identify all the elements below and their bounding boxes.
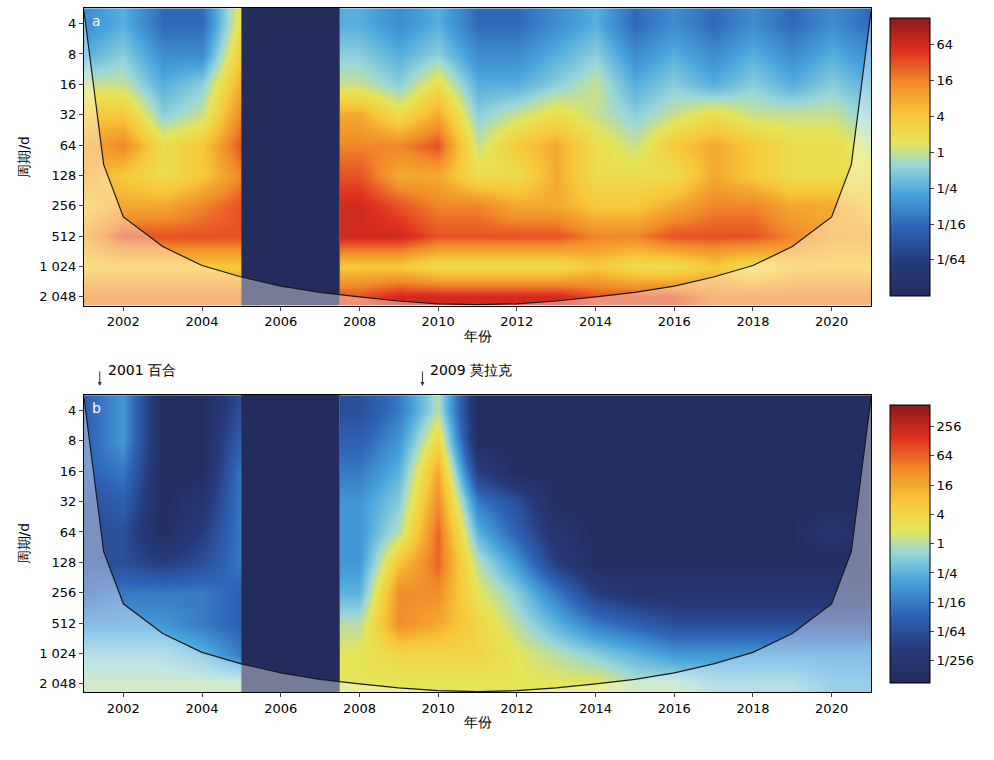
svg-text:2012: 2012 (500, 701, 533, 716)
svg-text:1/4: 1/4 (937, 565, 958, 580)
svg-text:1: 1 (937, 536, 945, 551)
svg-text:1/16: 1/16 (937, 595, 966, 610)
svg-text:周期/d: 周期/d (16, 136, 32, 178)
svg-text:2002: 2002 (107, 314, 140, 329)
svg-text:4: 4 (68, 403, 76, 418)
svg-text:2 048: 2 048 (39, 676, 76, 691)
svg-text:128: 128 (52, 555, 77, 570)
svg-text:2004: 2004 (186, 314, 219, 329)
svg-text:64: 64 (60, 524, 77, 539)
svg-text:128: 128 (52, 168, 77, 183)
svg-text:2001 百合: 2001 百合 (108, 362, 176, 378)
svg-text:256: 256 (52, 585, 77, 600)
svg-text:2014: 2014 (579, 701, 612, 716)
svg-text:2020: 2020 (815, 701, 848, 716)
svg-text:2010: 2010 (422, 701, 455, 716)
svg-text:2008: 2008 (343, 701, 376, 716)
svg-text:16: 16 (60, 77, 77, 92)
svg-text:16: 16 (60, 464, 77, 479)
svg-text:2018: 2018 (736, 314, 769, 329)
svg-text:4: 4 (937, 109, 945, 124)
svg-text:2016: 2016 (658, 314, 691, 329)
svg-text:16: 16 (937, 73, 954, 88)
svg-text:1 024: 1 024 (39, 646, 76, 661)
svg-text:1/64: 1/64 (937, 624, 966, 639)
svg-text:256: 256 (937, 419, 962, 434)
svg-text:4: 4 (937, 507, 945, 522)
svg-text:64: 64 (937, 37, 954, 52)
svg-text:1/16: 1/16 (937, 217, 966, 232)
svg-text:周期/d: 周期/d (16, 523, 32, 565)
svg-text:32: 32 (60, 107, 77, 122)
svg-text:2006: 2006 (264, 314, 297, 329)
svg-text:2008: 2008 (343, 314, 376, 329)
svg-text:16: 16 (937, 478, 954, 493)
svg-text:2020: 2020 (815, 314, 848, 329)
svg-text:年份: 年份 (464, 328, 492, 344)
svg-text:1/64: 1/64 (937, 252, 966, 267)
svg-text:256: 256 (52, 198, 77, 213)
svg-text:2010: 2010 (422, 314, 455, 329)
svg-text:a: a (92, 13, 101, 29)
svg-text:512: 512 (52, 616, 77, 631)
svg-text:1/4: 1/4 (937, 181, 958, 196)
svg-text:8: 8 (68, 433, 76, 448)
svg-text:512: 512 (52, 229, 77, 244)
svg-text:2018: 2018 (736, 701, 769, 716)
svg-text:4: 4 (68, 16, 76, 31)
svg-text:1 024: 1 024 (39, 259, 76, 274)
svg-text:2016: 2016 (658, 701, 691, 716)
svg-text:32: 32 (60, 494, 77, 509)
svg-text:2012: 2012 (500, 314, 533, 329)
svg-text:2 048: 2 048 (39, 289, 76, 304)
svg-text:2009 莫拉克: 2009 莫拉克 (430, 362, 512, 378)
svg-text:64: 64 (937, 448, 954, 463)
svg-text:1/256: 1/256 (937, 653, 974, 668)
svg-text:2014: 2014 (579, 314, 612, 329)
svg-text:64: 64 (60, 138, 77, 153)
svg-text:2004: 2004 (186, 701, 219, 716)
svg-text:b: b (92, 400, 101, 416)
svg-text:2006: 2006 (264, 701, 297, 716)
svg-text:2002: 2002 (107, 701, 140, 716)
svg-text:1: 1 (937, 145, 945, 160)
svg-text:8: 8 (68, 47, 76, 62)
svg-text:年份: 年份 (464, 714, 492, 730)
